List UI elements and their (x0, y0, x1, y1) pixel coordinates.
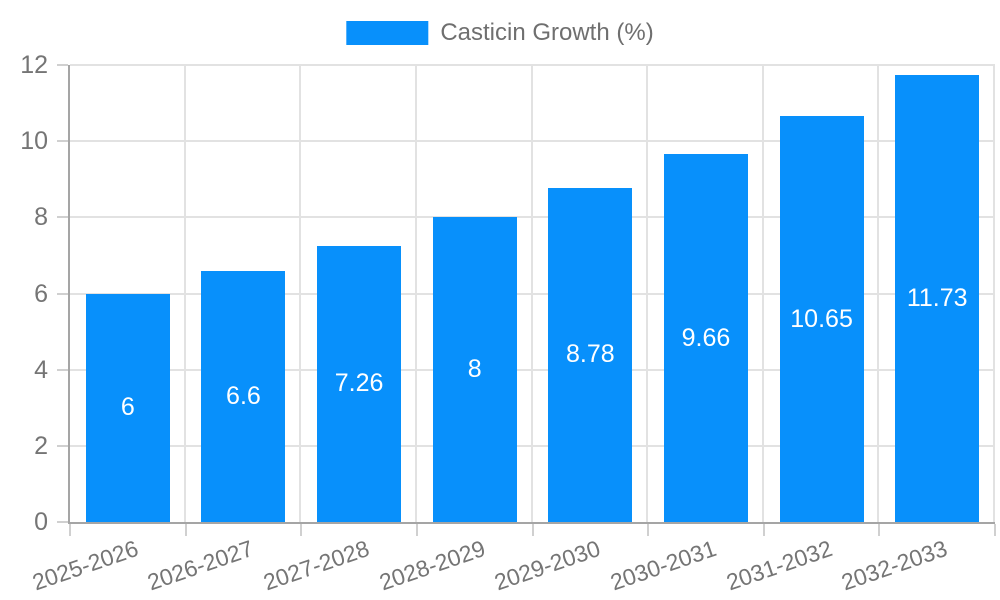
bar-value-label: 6 (120, 393, 135, 422)
x-tick-mark (415, 524, 418, 536)
gridline-vertical (183, 65, 186, 522)
x-axis-category-label: 2025-2026 (28, 535, 142, 596)
y-axis-tick-label: 12 (20, 51, 48, 79)
x-tick-mark (184, 524, 187, 536)
gridline-horizontal (70, 64, 995, 66)
y-axis-tick-label: 2 (34, 431, 48, 460)
x-axis-category-label: 2032-2033 (838, 535, 951, 596)
gridline-vertical (761, 65, 764, 522)
gridline-vertical (646, 65, 649, 522)
gridline-horizontal (70, 368, 995, 371)
y-tick-mark (57, 140, 68, 143)
bar-2025-2026[interactable]: 6 (85, 293, 170, 522)
gridline-vertical (530, 65, 533, 522)
y-tick-mark (57, 368, 68, 371)
y-tick-mark (57, 292, 68, 295)
legend-color-swatch (346, 21, 429, 45)
y-axis-tick-label: 8 (34, 203, 48, 232)
bar-2026-2027[interactable]: 6.6 (201, 270, 286, 522)
x-axis-category-label: 2026-2027 (144, 535, 257, 596)
x-axis-category-label: 2027-2028 (260, 535, 373, 596)
y-axis-tick-label: 4 (34, 355, 48, 384)
x-tick-mark (300, 524, 303, 536)
legend-item[interactable]: Casticin Growth (%) (346, 19, 654, 47)
bar-value-label: 6.6 (226, 381, 261, 410)
bar-2027-2028[interactable]: 7.26 (317, 245, 402, 522)
x-axis-category-label: 2031-2032 (722, 535, 836, 596)
x-tick-mark (69, 524, 71, 536)
plot-area: 6 6.6 7.26 8 8.78 9.66 10.65 11.73 (57, 64, 996, 536)
gridline-vertical (414, 65, 417, 522)
gridline-vertical (993, 65, 995, 522)
x-axis-category-label: 2028-2029 (375, 535, 489, 596)
bar-value-label: 11.73 (906, 284, 968, 313)
x-tick-mark (994, 524, 996, 536)
gridline-vertical (299, 65, 302, 522)
x-tick-mark (762, 524, 765, 536)
y-axis-tick-label: 0 (34, 508, 48, 536)
bar-value-label: 9.66 (681, 323, 731, 352)
y-axis-tick-label: 6 (34, 279, 48, 308)
bar-2030-2031[interactable]: 9.66 (663, 154, 748, 522)
gridline-horizontal (70, 216, 995, 219)
y-tick-mark (57, 216, 68, 219)
legend-label: Casticin Growth (%) (440, 19, 654, 46)
x-axis-category-label: 2030-2031 (606, 535, 720, 596)
x-tick-mark (531, 524, 534, 536)
bar-2029-2030[interactable]: 8.78 (548, 187, 633, 522)
bar-value-label: 10.65 (790, 304, 853, 333)
bar-2031-2032[interactable]: 10.65 (779, 116, 864, 522)
bar-2028-2029[interactable]: 8 (432, 217, 517, 522)
gridline-horizontal (70, 292, 995, 295)
bar-value-label: 8 (467, 355, 482, 384)
y-axis-tick-label: 10 (20, 127, 48, 156)
gridline-horizontal (70, 140, 995, 143)
y-tick-mark (57, 521, 68, 523)
x-tick-mark (878, 524, 881, 536)
bar-value-label: 8.78 (565, 340, 615, 369)
y-tick-mark (57, 64, 68, 66)
gridline-vertical (877, 65, 880, 522)
bar-value-label: 7.26 (334, 369, 384, 398)
gridline-horizontal (70, 444, 995, 447)
y-tick-mark (57, 444, 68, 447)
x-tick-mark (647, 524, 650, 536)
x-axis-category-label: 2029-2030 (491, 535, 604, 596)
bar-2032-2033[interactable]: 11.73 (895, 75, 980, 522)
